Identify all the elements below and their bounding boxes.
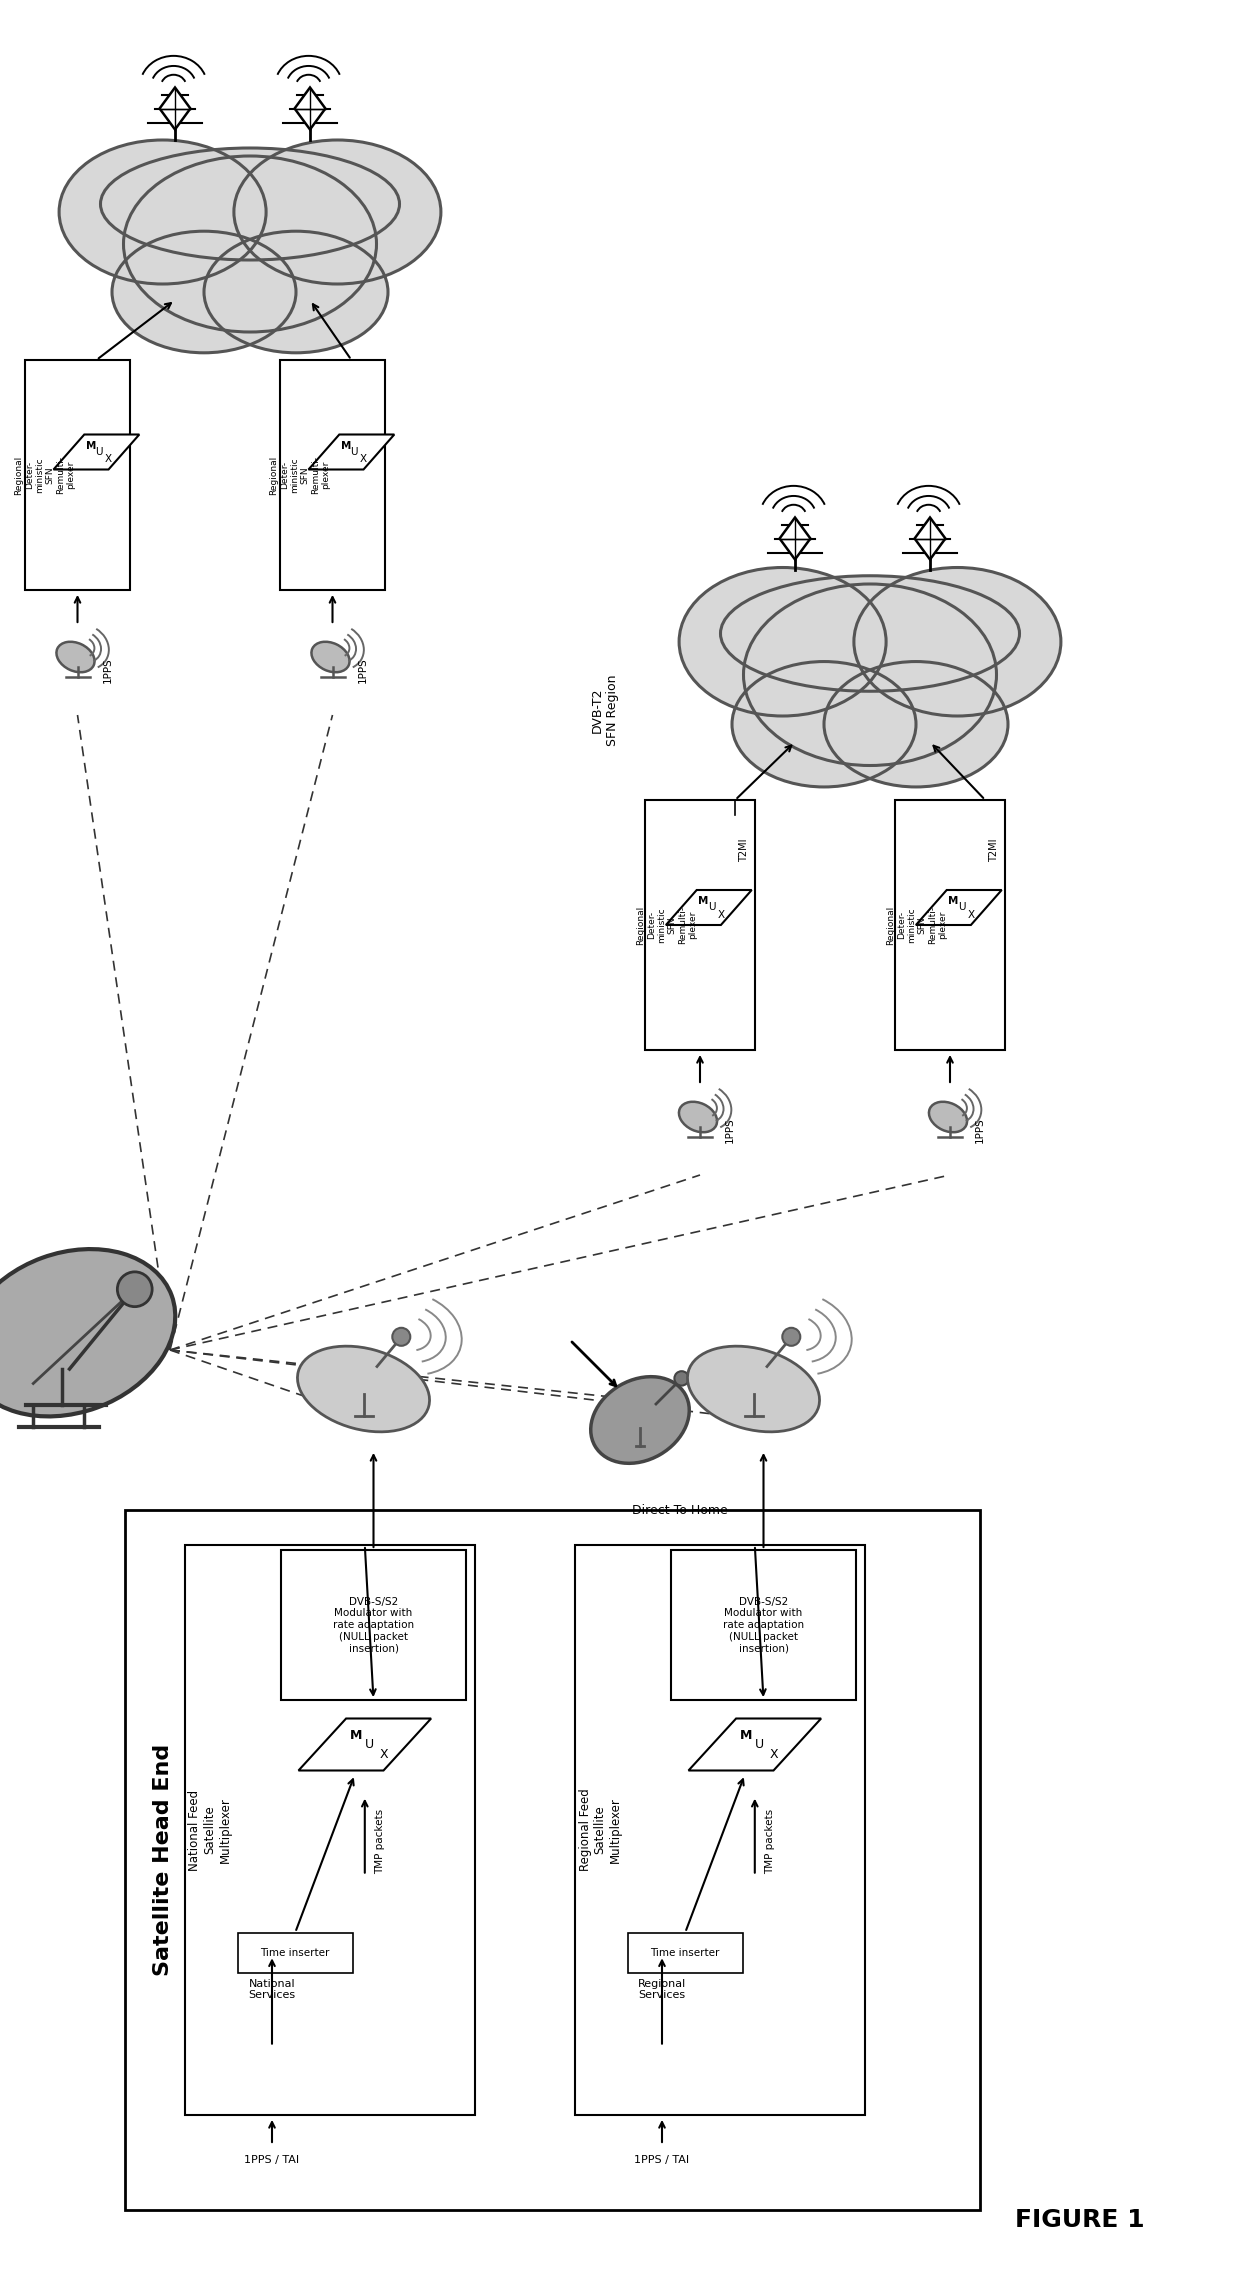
Ellipse shape [298, 1346, 429, 1431]
Text: M: M [740, 1728, 753, 1742]
Text: M: M [350, 1728, 362, 1742]
Text: X: X [717, 910, 724, 919]
Text: M: M [698, 896, 708, 905]
Text: Time inserter: Time inserter [651, 1948, 720, 1957]
Ellipse shape [124, 155, 377, 331]
Text: U: U [351, 448, 358, 457]
Bar [895, 800, 1004, 1049]
Ellipse shape [732, 661, 916, 786]
Text: 1PPS / TAI: 1PPS / TAI [635, 2156, 689, 2165]
Text: Regional Feed
Satellite
Multiplexer: Regional Feed Satellite Multiplexer [579, 1788, 621, 1872]
Polygon shape [53, 434, 139, 469]
Bar [280, 359, 384, 590]
Bar [238, 1932, 352, 1973]
Text: X: X [769, 1749, 777, 1763]
Text: X: X [967, 910, 975, 919]
Ellipse shape [205, 231, 388, 352]
Text: 1PPS: 1PPS [357, 656, 367, 684]
Ellipse shape [782, 1328, 800, 1346]
Bar [281, 1550, 466, 1701]
Ellipse shape [687, 1346, 820, 1431]
Ellipse shape [854, 567, 1061, 716]
Polygon shape [160, 87, 191, 130]
Ellipse shape [590, 1376, 689, 1463]
Text: X: X [105, 455, 112, 464]
Ellipse shape [929, 1102, 967, 1132]
Text: Regional
Services: Regional Services [637, 1980, 686, 2000]
Text: U: U [957, 903, 965, 912]
Ellipse shape [100, 149, 399, 261]
Text: Regional
Deter-
ministic
SFN
Remulti-
plexer: Regional Deter- ministic SFN Remulti- pl… [636, 905, 697, 944]
Polygon shape [915, 517, 945, 560]
Text: TMP packets: TMP packets [765, 1808, 775, 1875]
Bar [671, 1550, 856, 1701]
Polygon shape [688, 1719, 821, 1769]
Text: T2MI: T2MI [739, 839, 749, 862]
Text: Regional
Deter-
ministic
SFN
Remulti-
plexer: Regional Deter- ministic SFN Remulti- pl… [887, 905, 947, 944]
Ellipse shape [60, 139, 267, 283]
Text: TMP packets: TMP packets [374, 1808, 384, 1875]
Text: X: X [379, 1749, 388, 1763]
Ellipse shape [675, 1372, 688, 1385]
Ellipse shape [744, 583, 997, 766]
Ellipse shape [118, 1271, 153, 1308]
Text: Regional
Deter-
ministic
SFN
Remulti-
plexer: Regional Deter- ministic SFN Remulti- pl… [269, 455, 331, 494]
Polygon shape [309, 434, 394, 469]
Ellipse shape [0, 1248, 175, 1417]
Ellipse shape [57, 642, 94, 672]
Text: 1PPS: 1PPS [975, 1118, 985, 1143]
Text: U: U [708, 903, 715, 912]
Bar [575, 1545, 866, 2115]
Text: U: U [365, 1737, 373, 1751]
Ellipse shape [311, 642, 350, 672]
Ellipse shape [234, 139, 441, 283]
Ellipse shape [112, 231, 296, 352]
Text: Satellite Head End: Satellite Head End [153, 1744, 174, 1975]
Text: 1PPS: 1PPS [725, 1118, 735, 1143]
Bar [25, 359, 130, 590]
Polygon shape [780, 517, 811, 560]
Text: Regional
Deter-
ministic
SFN
Remulti-
plexer: Regional Deter- ministic SFN Remulti- pl… [15, 455, 76, 494]
Text: U: U [95, 448, 103, 457]
Text: M: M [86, 441, 95, 450]
Text: X: X [360, 455, 367, 464]
Text: 1PPS: 1PPS [103, 656, 113, 684]
Text: DVB-S/S2
Modulator with
rate adaptation
(NULL packet
insertion): DVB-S/S2 Modulator with rate adaptation … [723, 1598, 804, 1653]
Ellipse shape [680, 1102, 717, 1132]
Text: Time inserter: Time inserter [260, 1948, 330, 1957]
Text: DVB-S/S2
Modulator with
rate adaptation
(NULL packet
insertion): DVB-S/S2 Modulator with rate adaptation … [332, 1598, 414, 1653]
Polygon shape [916, 889, 1002, 926]
Bar [645, 800, 755, 1049]
Text: National Feed
Satellite
Multiplexer: National Feed Satellite Multiplexer [188, 1790, 232, 1870]
Text: T2MI: T2MI [990, 839, 999, 862]
Text: 1PPS / TAI: 1PPS / TAI [244, 2156, 300, 2165]
Bar [627, 1932, 743, 1973]
Text: DVB-T2
SFN Region: DVB-T2 SFN Region [591, 674, 619, 745]
Polygon shape [666, 889, 751, 926]
Ellipse shape [680, 567, 887, 716]
Text: M: M [341, 441, 351, 450]
Polygon shape [299, 1719, 432, 1769]
Text: U: U [754, 1737, 764, 1751]
Ellipse shape [392, 1328, 410, 1346]
Text: National
Services: National Services [248, 1980, 295, 2000]
Bar [185, 1545, 475, 2115]
Text: FIGURE 1: FIGURE 1 [1016, 2208, 1145, 2231]
Polygon shape [295, 87, 325, 130]
Bar [125, 1511, 980, 2211]
Ellipse shape [825, 661, 1008, 786]
Ellipse shape [720, 576, 1019, 690]
Text: M: M [949, 896, 959, 905]
Text: Direct To Home: Direct To Home [632, 1504, 728, 1516]
